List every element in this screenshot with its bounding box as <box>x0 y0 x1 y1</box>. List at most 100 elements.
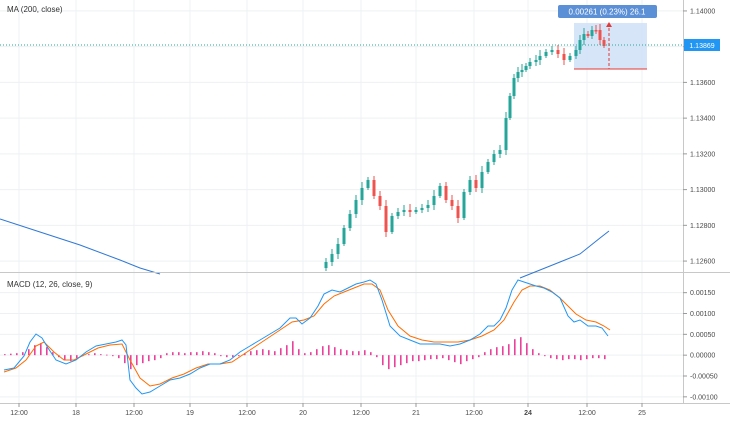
histogram-bar <box>346 350 348 356</box>
price-tick-label: 1.13000 <box>690 187 715 194</box>
candle-body[interactable] <box>538 56 542 60</box>
candle-body[interactable] <box>486 162 490 172</box>
candle-body[interactable] <box>498 150 502 154</box>
histogram-bar <box>16 353 18 356</box>
histogram-bar <box>214 353 216 356</box>
candle-body[interactable] <box>342 228 346 244</box>
macd-indicator-label[interactable]: MACD (12, 26, close, 9) <box>7 280 93 289</box>
candle-body[interactable] <box>602 40 606 46</box>
candle-body[interactable] <box>468 180 472 192</box>
candle-body[interactable] <box>574 50 578 56</box>
candle-body[interactable] <box>550 50 554 52</box>
histogram-bar <box>514 339 516 356</box>
histogram-bar <box>436 355 438 360</box>
measure-box[interactable] <box>574 23 647 69</box>
histogram-bar <box>202 351 204 356</box>
price-tick-label: 1.13400 <box>690 116 715 123</box>
time-tick-label: 25 <box>638 410 646 417</box>
histogram-bar <box>454 355 456 363</box>
candle-body[interactable] <box>456 206 460 218</box>
histogram-bar <box>490 349 492 356</box>
candle-body[interactable] <box>474 180 478 188</box>
histogram-bar <box>238 355 240 357</box>
candle-body[interactable] <box>444 186 448 200</box>
macd-histogram[interactable] <box>4 337 606 370</box>
candle-body[interactable] <box>528 62 532 66</box>
candle-body[interactable] <box>534 60 538 62</box>
price-tick-label: 1.13600 <box>690 80 715 87</box>
histogram-bar <box>502 346 504 356</box>
histogram-bar <box>478 355 480 358</box>
candlesticks[interactable] <box>324 24 606 271</box>
candle-body[interactable] <box>516 72 520 78</box>
histogram-bar <box>358 351 360 356</box>
candle-body[interactable] <box>426 205 430 208</box>
candle-body[interactable] <box>354 200 358 214</box>
macd-axis[interactable]: 0.00150 0.00100 0.00050 0.00000 -0.00050 -0.0… <box>683 290 718 401</box>
candle-body[interactable] <box>462 192 466 218</box>
histogram-bar <box>574 355 576 360</box>
histogram-bar <box>262 349 264 356</box>
candle-body[interactable] <box>480 172 484 188</box>
candle-body[interactable] <box>556 50 560 54</box>
candle-body[interactable] <box>336 244 340 254</box>
histogram-bar <box>88 354 90 356</box>
candle-body[interactable] <box>520 70 524 72</box>
macd-pane[interactable] <box>0 273 683 403</box>
histogram-bar <box>220 355 222 357</box>
time-axis[interactable]: 12:00 18 12:00 19 12:00 20 12:00 21 12:00 24 12:00… <box>10 403 646 417</box>
price-pane[interactable] <box>0 0 683 272</box>
histogram-bar <box>550 355 552 359</box>
candle-body[interactable] <box>438 186 442 196</box>
ma-200-line-segment[interactable] <box>519 230 610 279</box>
candle-body[interactable] <box>378 196 382 206</box>
histogram-bar <box>232 355 234 358</box>
candle-body[interactable] <box>512 78 516 96</box>
histogram-bar <box>184 353 186 356</box>
histogram-bar <box>406 355 408 364</box>
candle-body[interactable] <box>590 30 594 36</box>
candle-body[interactable] <box>492 154 496 162</box>
histogram-bar <box>340 349 342 356</box>
candle-body[interactable] <box>432 196 436 205</box>
candle-body[interactable] <box>402 210 406 212</box>
histogram-bar <box>328 345 330 356</box>
candle-body[interactable] <box>582 34 586 40</box>
ma-indicator-label[interactable]: MA (200, close) <box>7 5 63 14</box>
macd-signal-line[interactable] <box>3 283 611 387</box>
ma-200-line[interactable] <box>0 218 161 275</box>
candle-body[interactable] <box>408 210 412 212</box>
candle-body[interactable] <box>390 216 394 232</box>
candle-body[interactable] <box>384 206 388 232</box>
candle-body[interactable] <box>544 52 548 56</box>
candle-body[interactable] <box>324 262 328 268</box>
candle-body[interactable] <box>366 180 370 188</box>
candle-body[interactable] <box>360 188 364 200</box>
histogram-bar <box>520 337 522 356</box>
candle-body[interactable] <box>450 200 454 206</box>
histogram-bar <box>544 355 546 357</box>
histogram-bar <box>382 355 384 366</box>
candle-body[interactable] <box>504 118 508 150</box>
candle-body[interactable] <box>594 30 598 32</box>
histogram-bar <box>484 352 486 356</box>
candle-body[interactable] <box>562 54 566 60</box>
candle-body[interactable] <box>330 254 334 262</box>
histogram-bar <box>160 355 162 359</box>
histogram-bar <box>316 349 318 356</box>
histogram-bar <box>604 355 606 360</box>
candle-body[interactable] <box>420 208 424 210</box>
candle-body[interactable] <box>348 214 352 228</box>
macd-line[interactable] <box>3 279 609 395</box>
candle-body[interactable] <box>508 96 512 118</box>
histogram-bar <box>154 355 156 361</box>
candle-body[interactable] <box>524 66 528 70</box>
candle-body[interactable] <box>396 212 400 216</box>
candle-body[interactable] <box>568 56 572 60</box>
price-tick-label: 1.14000 <box>690 8 715 15</box>
candle-body[interactable] <box>586 34 590 36</box>
candle-body[interactable] <box>414 210 418 212</box>
candle-body[interactable] <box>598 30 602 40</box>
candle-body[interactable] <box>372 180 376 196</box>
